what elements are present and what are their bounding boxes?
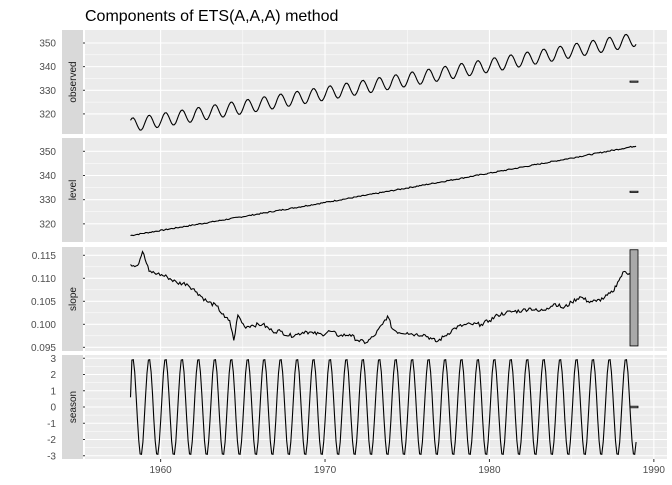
x-tick-label: 1980 bbox=[478, 465, 501, 476]
strip-season bbox=[62, 355, 83, 459]
strip-label-observed: observed bbox=[68, 61, 79, 102]
y-tick-label: -3 bbox=[47, 451, 56, 462]
y-tick-label: 0.115 bbox=[32, 251, 57, 262]
series-line-season bbox=[129, 358, 637, 456]
range-bar-slope bbox=[629, 249, 639, 347]
y-tick-label: 350 bbox=[39, 39, 56, 50]
y-tick-label: 0 bbox=[50, 403, 56, 414]
strip-observed bbox=[62, 30, 83, 134]
x-tick-label: 1970 bbox=[314, 465, 337, 476]
y-tick-label: 3 bbox=[50, 354, 56, 365]
strip-label-slope: slope bbox=[68, 287, 79, 311]
y-tick-label: 350 bbox=[39, 147, 56, 158]
y-tick-label: 2 bbox=[50, 370, 56, 381]
range-bar-season bbox=[629, 405, 639, 409]
x-tick-label: 1960 bbox=[150, 465, 173, 476]
strip-label-level: level bbox=[68, 180, 79, 201]
y-tick-label: 0.095 bbox=[31, 343, 56, 354]
y-tick-label: 340 bbox=[39, 62, 56, 73]
x-tick-label: 1990 bbox=[643, 465, 666, 476]
y-tick-label: -2 bbox=[47, 435, 56, 446]
panel-bg-slope bbox=[85, 247, 667, 351]
range-bar-observed bbox=[629, 80, 639, 83]
y-tick-label: 330 bbox=[39, 195, 56, 206]
y-tick-label: 320 bbox=[39, 219, 56, 230]
series-line-observed bbox=[130, 33, 637, 131]
y-tick-label: 0.105 bbox=[31, 297, 56, 308]
y-tick-label: 0.110 bbox=[32, 274, 57, 285]
y-tick-label: 320 bbox=[39, 109, 56, 120]
y-tick-label: 330 bbox=[39, 86, 56, 97]
series-line-level bbox=[130, 145, 637, 237]
series-line-slope bbox=[130, 250, 636, 345]
y-tick-label: 0.100 bbox=[31, 320, 56, 331]
panel-bg-level bbox=[85, 138, 667, 242]
y-tick-label: 340 bbox=[39, 171, 56, 182]
strip-level bbox=[62, 138, 83, 242]
strip-slope bbox=[62, 247, 83, 351]
y-tick-label: -1 bbox=[47, 419, 56, 430]
range-bar-level bbox=[629, 190, 639, 193]
y-tick-label: 1 bbox=[50, 386, 56, 397]
chart-title: Components of ETS(A,A,A) method bbox=[85, 8, 338, 25]
strip-label-season: season bbox=[68, 391, 79, 423]
